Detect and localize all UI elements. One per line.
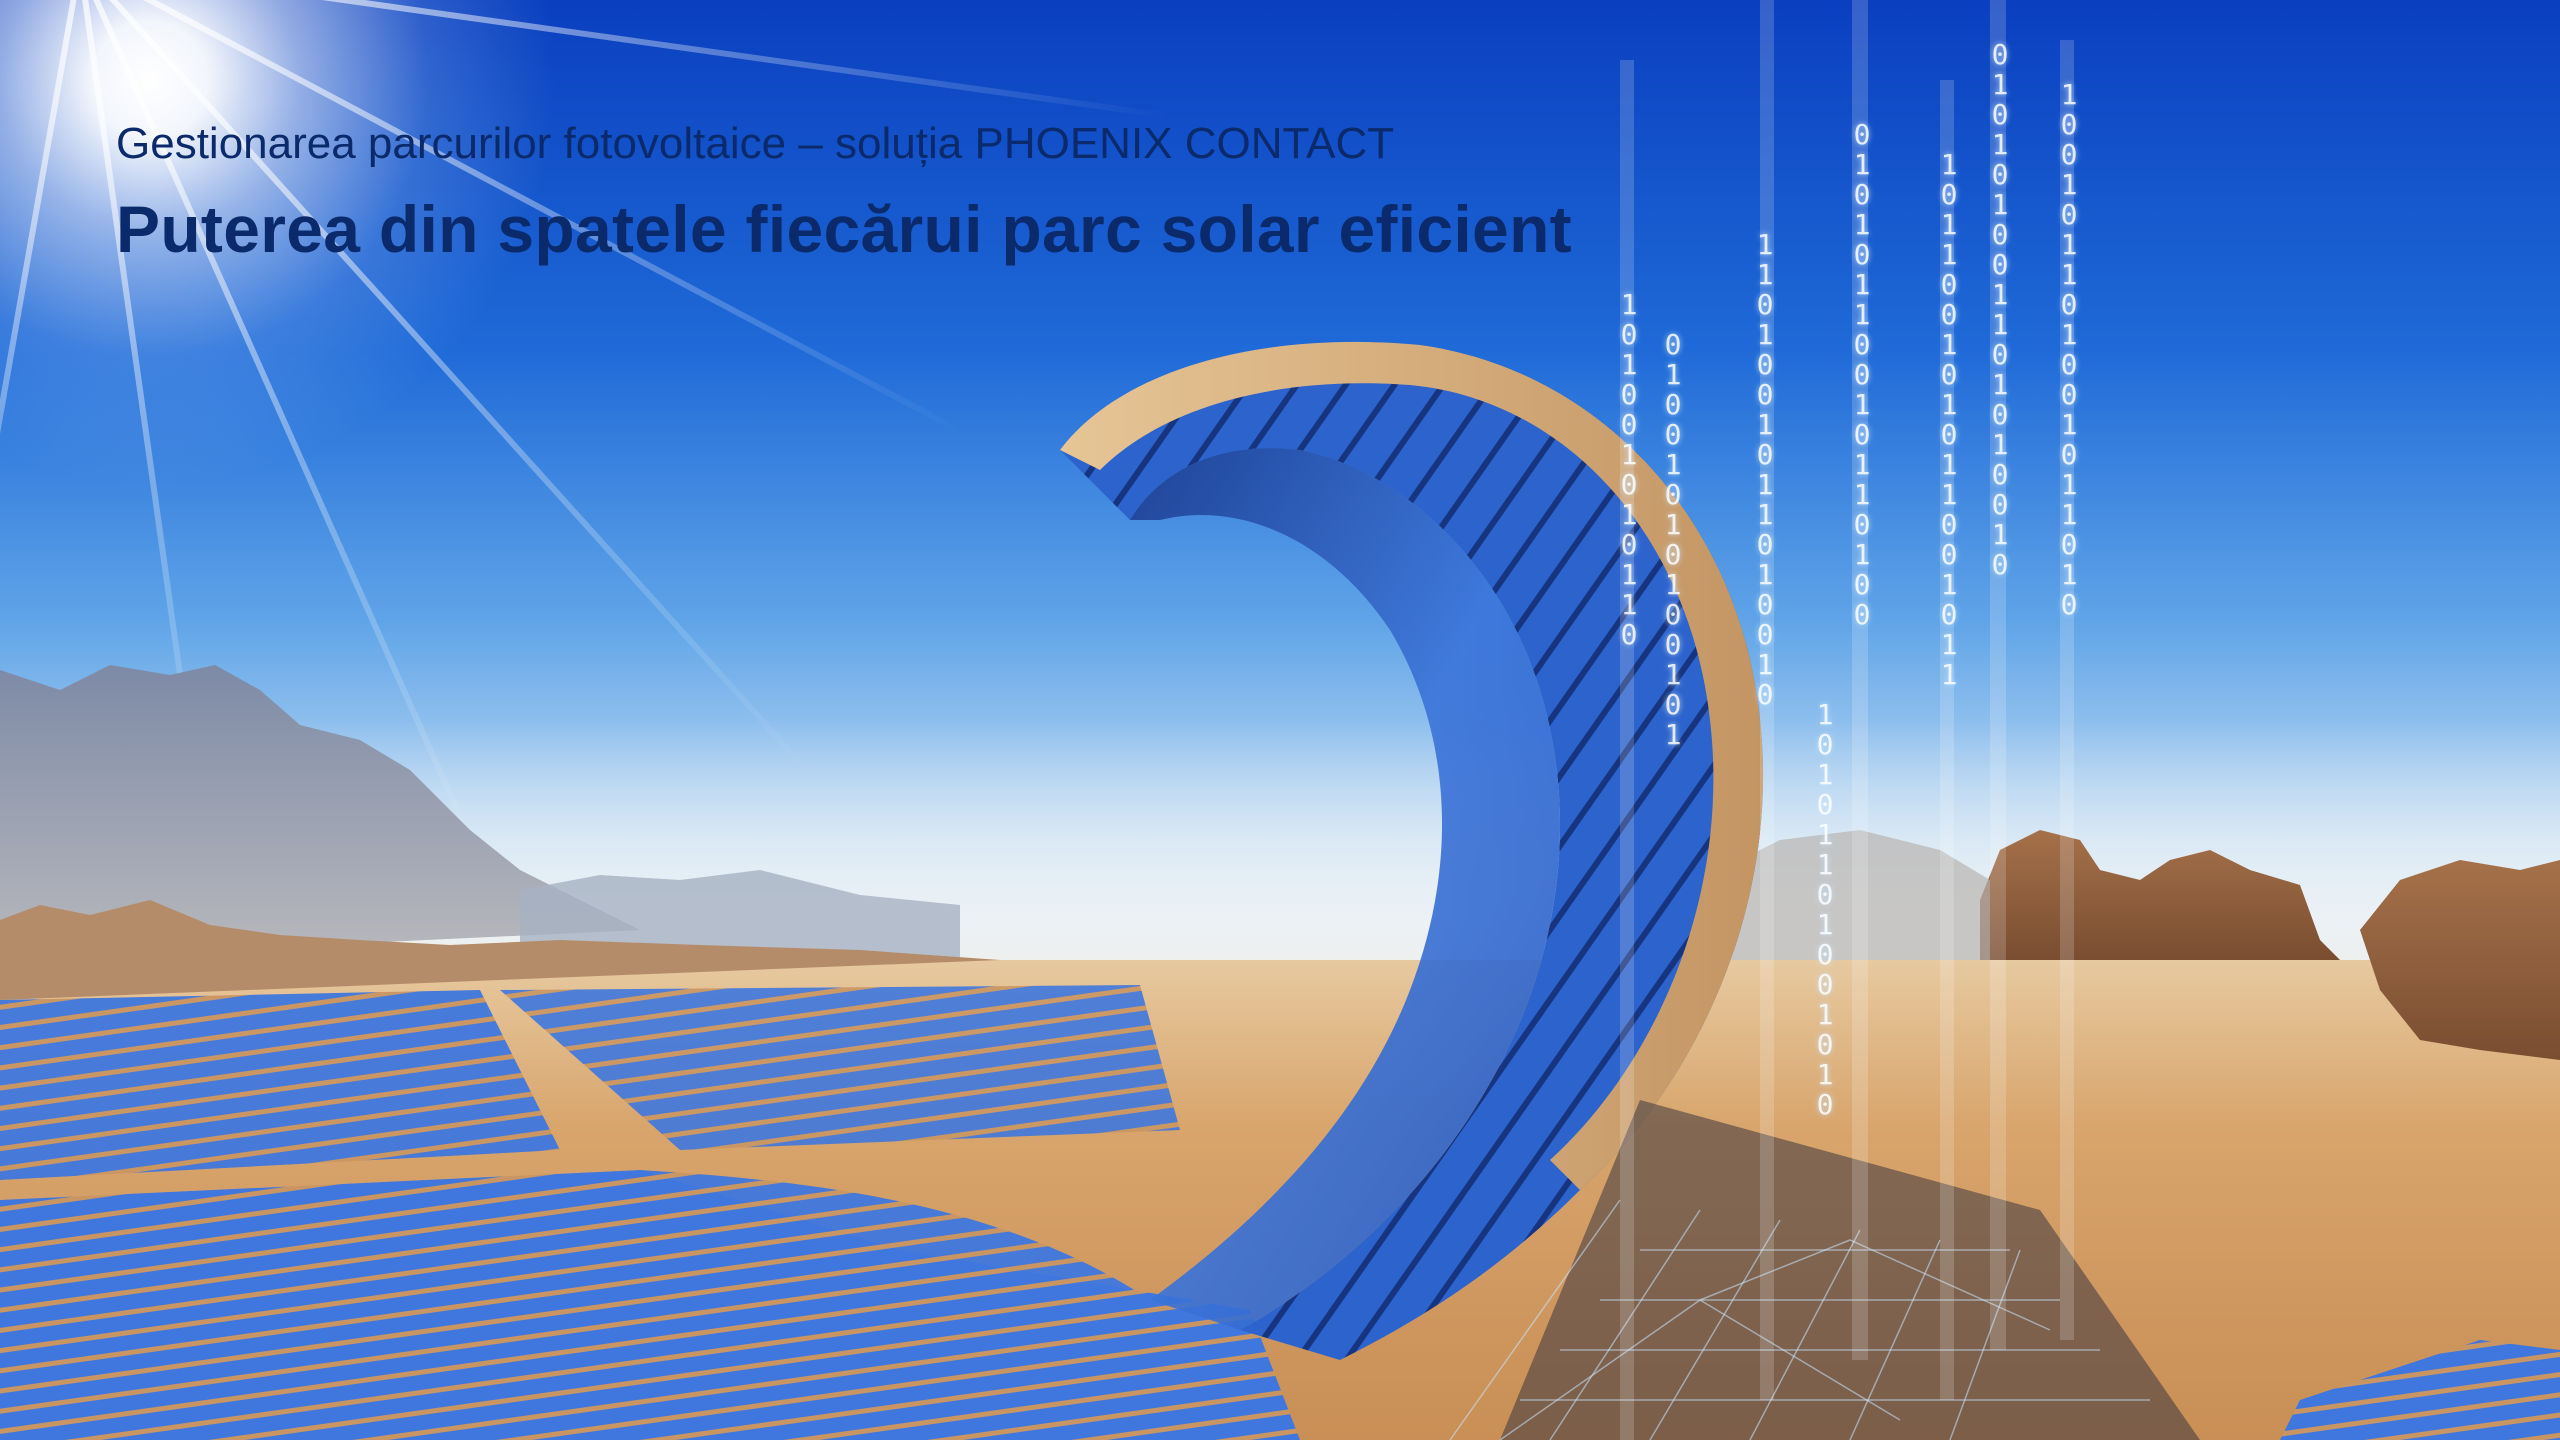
subtitle-prefix: Gestionarea parcurilor fotovoltaice – so…	[116, 119, 963, 168]
binary-data-column: 0 1 0 1 0 1 0 0 1 1 0 1 0 1 0 0 1 0	[1991, 38, 2009, 581]
data-light-beams	[1620, 0, 2074, 1440]
solar-wave-lip	[1060, 341, 1764, 1190]
mountain-range-left	[0, 665, 640, 960]
solar-field-bottom-right	[2280, 1340, 2560, 1440]
distant-hills	[520, 870, 960, 960]
binary-data-column: 1 0 1 0 1 1 0 1 0 0 1 0 1 0	[1816, 698, 1834, 1121]
hero-headline: Puterea din spatele fiecărui parc solar …	[116, 192, 1572, 266]
distant-hills-right	[1700, 830, 1990, 960]
data-grid	[1449, 1199, 2150, 1440]
brand-name: PHOENIX CONTACT	[974, 119, 1395, 168]
binary-data-column: 1 0 1 0 0 1 0 1 0 1 1 0	[1620, 288, 1638, 651]
solar-field-left	[0, 990, 560, 1180]
binary-data-column: 0 1 0 0 1 0 1 0 1 0 0 1 0 1	[1664, 328, 1682, 751]
binary-data-column: 1 0 1 1 0 0 1 0 1 0 1 1 0 0 1 0 1 1	[1940, 148, 1958, 691]
rock-cliff-right	[2360, 860, 2560, 1060]
rock-formations-left	[0, 900, 1000, 1000]
hero-text: Gestionarea parcurilor fotovoltaice – so…	[116, 116, 1816, 272]
binary-data-column: 0 1 0 1 0 1 1 0 0 1 0 1 1 0 1 0 0	[1853, 118, 1871, 631]
binary-data-column: 1 0 0 1 0 1 1 0 1 0 0 1 0 1 1 0 1 0	[2060, 78, 2078, 621]
solar-wave	[1060, 341, 1764, 1360]
hero-subtitle: Gestionarea parcurilor fotovoltaice – so…	[116, 116, 1816, 172]
binary-data-column: 1 1 0 1 0 0 1 0 1 1 0 1 0 0 1 0	[1756, 228, 1774, 711]
wave-shadow	[1500, 1100, 2200, 1440]
wave-tail	[640, 1170, 1300, 1440]
wave-front-face	[1130, 448, 1560, 1330]
solar-field-center	[500, 985, 1180, 1150]
rock-formations-right	[1980, 830, 2340, 960]
